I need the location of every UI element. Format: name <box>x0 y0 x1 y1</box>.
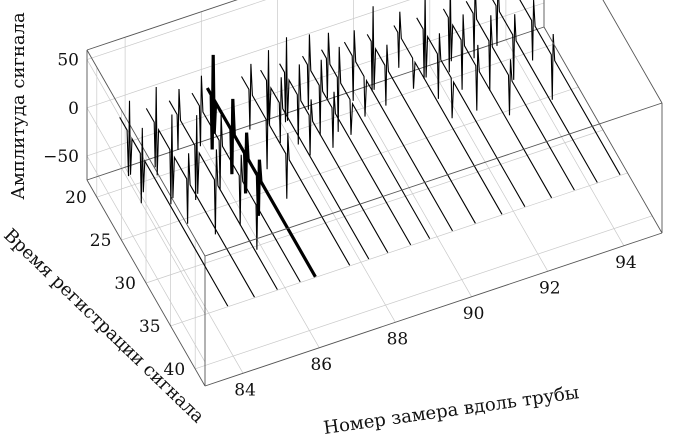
x-tick-label: 84 <box>234 380 256 400</box>
x-tick-label: 90 <box>463 304 485 324</box>
z-axis-label: Амплитуда сигнала <box>8 12 29 200</box>
z-tick-label: 0 <box>68 99 79 119</box>
signal-trace-15 <box>442 0 553 199</box>
floor-gridline-y <box>195 215 653 370</box>
signal-trace-13 <box>393 11 503 215</box>
signal-trace-3 <box>168 88 278 290</box>
front-edges <box>204 0 663 387</box>
signal-trace-5 <box>205 54 317 278</box>
y-tick-label: 25 <box>90 231 112 251</box>
signal-trace-16 <box>465 0 575 191</box>
y-tick-label: 20 <box>65 188 87 208</box>
x-tick-label: 86 <box>310 355 332 375</box>
signal-trace-17 <box>492 0 598 183</box>
signal-trace-1 <box>119 100 229 307</box>
floor-gridline-y <box>170 172 628 327</box>
box-edge-front <box>602 0 663 104</box>
z-tick-label: −50 <box>43 147 79 167</box>
signal-trace-7 <box>260 50 370 260</box>
y-tick-label: 30 <box>114 274 136 294</box>
y-axis-label: Время регистрации сигнала <box>0 225 208 428</box>
x-axis-label: Номер замера вдоль трубы <box>322 382 580 439</box>
x-tick-label: 88 <box>387 329 409 349</box>
signal-trace-8 <box>279 37 389 253</box>
x-tick-label: 92 <box>539 278 561 298</box>
x-tick-label: 94 <box>615 253 637 273</box>
signal-trace-10 <box>321 32 431 239</box>
leftwall-gridline-z <box>86 107 206 314</box>
tick-labels: 84 86 88 90 92 94 20 25 30 35 40 50 0 −50 <box>43 51 637 401</box>
box-edge <box>86 179 206 387</box>
signal-trace-2 <box>145 86 255 298</box>
signal-trace-11 <box>343 30 453 232</box>
y-tick-label: 35 <box>139 317 161 337</box>
backwall-gridline-z <box>86 0 267 60</box>
signal-trace-18 <box>519 0 621 176</box>
signal-trace-6 <box>241 63 351 266</box>
signal-trace-9 <box>302 34 412 246</box>
box-edge-front <box>204 102 663 257</box>
floor-gridline-y <box>96 43 554 198</box>
data-traces <box>119 0 621 307</box>
y-tick-label: 40 <box>164 360 186 380</box>
signal-trace-12 <box>366 6 476 224</box>
axes-box <box>86 0 653 387</box>
box-edge-front <box>543 26 663 234</box>
leftwall-gridline-z <box>86 155 206 363</box>
signal-trace-14 <box>416 0 526 207</box>
box-edge <box>86 49 206 257</box>
box-edge-front <box>204 232 663 387</box>
box-edge <box>86 0 238 51</box>
backwall-gridline-z <box>86 0 411 109</box>
z-tick-label: 50 <box>57 51 79 71</box>
